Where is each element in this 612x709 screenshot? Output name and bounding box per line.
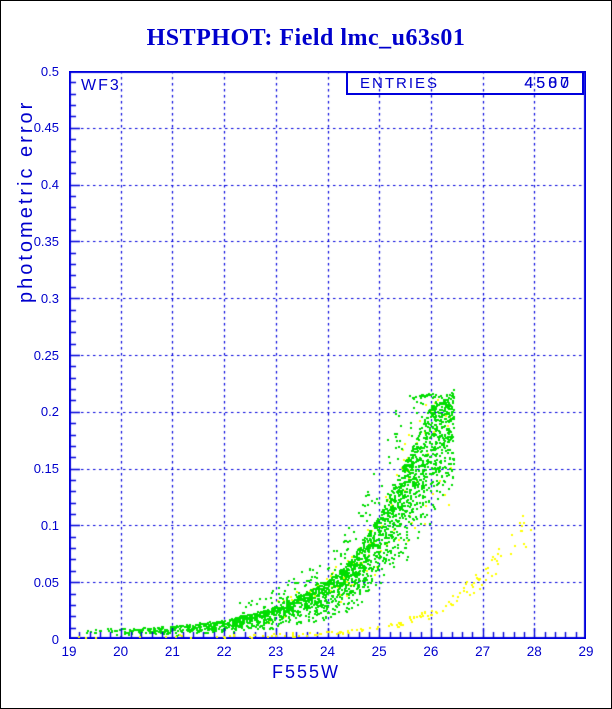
y-tick-label-0.15: 0.15 <box>33 461 59 477</box>
y-tick-label-0.45: 0.45 <box>33 120 59 136</box>
x-tick-label-19: 19 <box>61 644 77 659</box>
stats-entries-value-2: 4587 <box>524 75 572 92</box>
x-tick-label-28: 28 <box>526 644 542 659</box>
stats-entries-values: 4500 4587 <box>524 75 572 93</box>
x-tick-label-22: 22 <box>216 644 232 659</box>
x-tick-label-25: 25 <box>371 644 387 659</box>
y-tick-label-0.4: 0.4 <box>40 177 59 193</box>
y-tick-label-0: 0 <box>51 631 59 647</box>
y-tick-label-0.35: 0.35 <box>33 233 59 249</box>
x-tick-label-26: 26 <box>423 644 439 659</box>
x-tick-label-23: 23 <box>268 644 284 659</box>
y-tick-label-0.25: 0.25 <box>33 347 59 363</box>
x-tick-label-20: 20 <box>113 644 129 659</box>
stats-box: ENTRIES 4500 4587 <box>346 71 584 95</box>
stats-entries-value-1: 4500 <box>524 75 572 92</box>
y-tick-label-0.1: 0.1 <box>40 517 59 533</box>
x-tick-label-29: 29 <box>578 644 594 659</box>
x-axis-title: F555W <box>271 662 341 682</box>
y-tick-label-0.5: 0.5 <box>40 63 59 79</box>
y-tick-label-0.3: 0.3 <box>40 290 59 306</box>
x-tick-label-21: 21 <box>164 644 180 659</box>
y-tick-label-0.2: 0.2 <box>40 404 59 420</box>
chart-title: HSTPHOT: Field lmc_u63s01 <box>146 25 466 51</box>
chip-label: WF3 <box>81 77 121 94</box>
scatter-plot-canvas <box>69 71 586 639</box>
x-tick-label-24: 24 <box>319 644 336 659</box>
stats-entries-label: ENTRIES <box>360 75 440 92</box>
y-tick-label-0.05: 0.05 <box>33 574 59 590</box>
x-tick-label-27: 27 <box>475 644 491 659</box>
